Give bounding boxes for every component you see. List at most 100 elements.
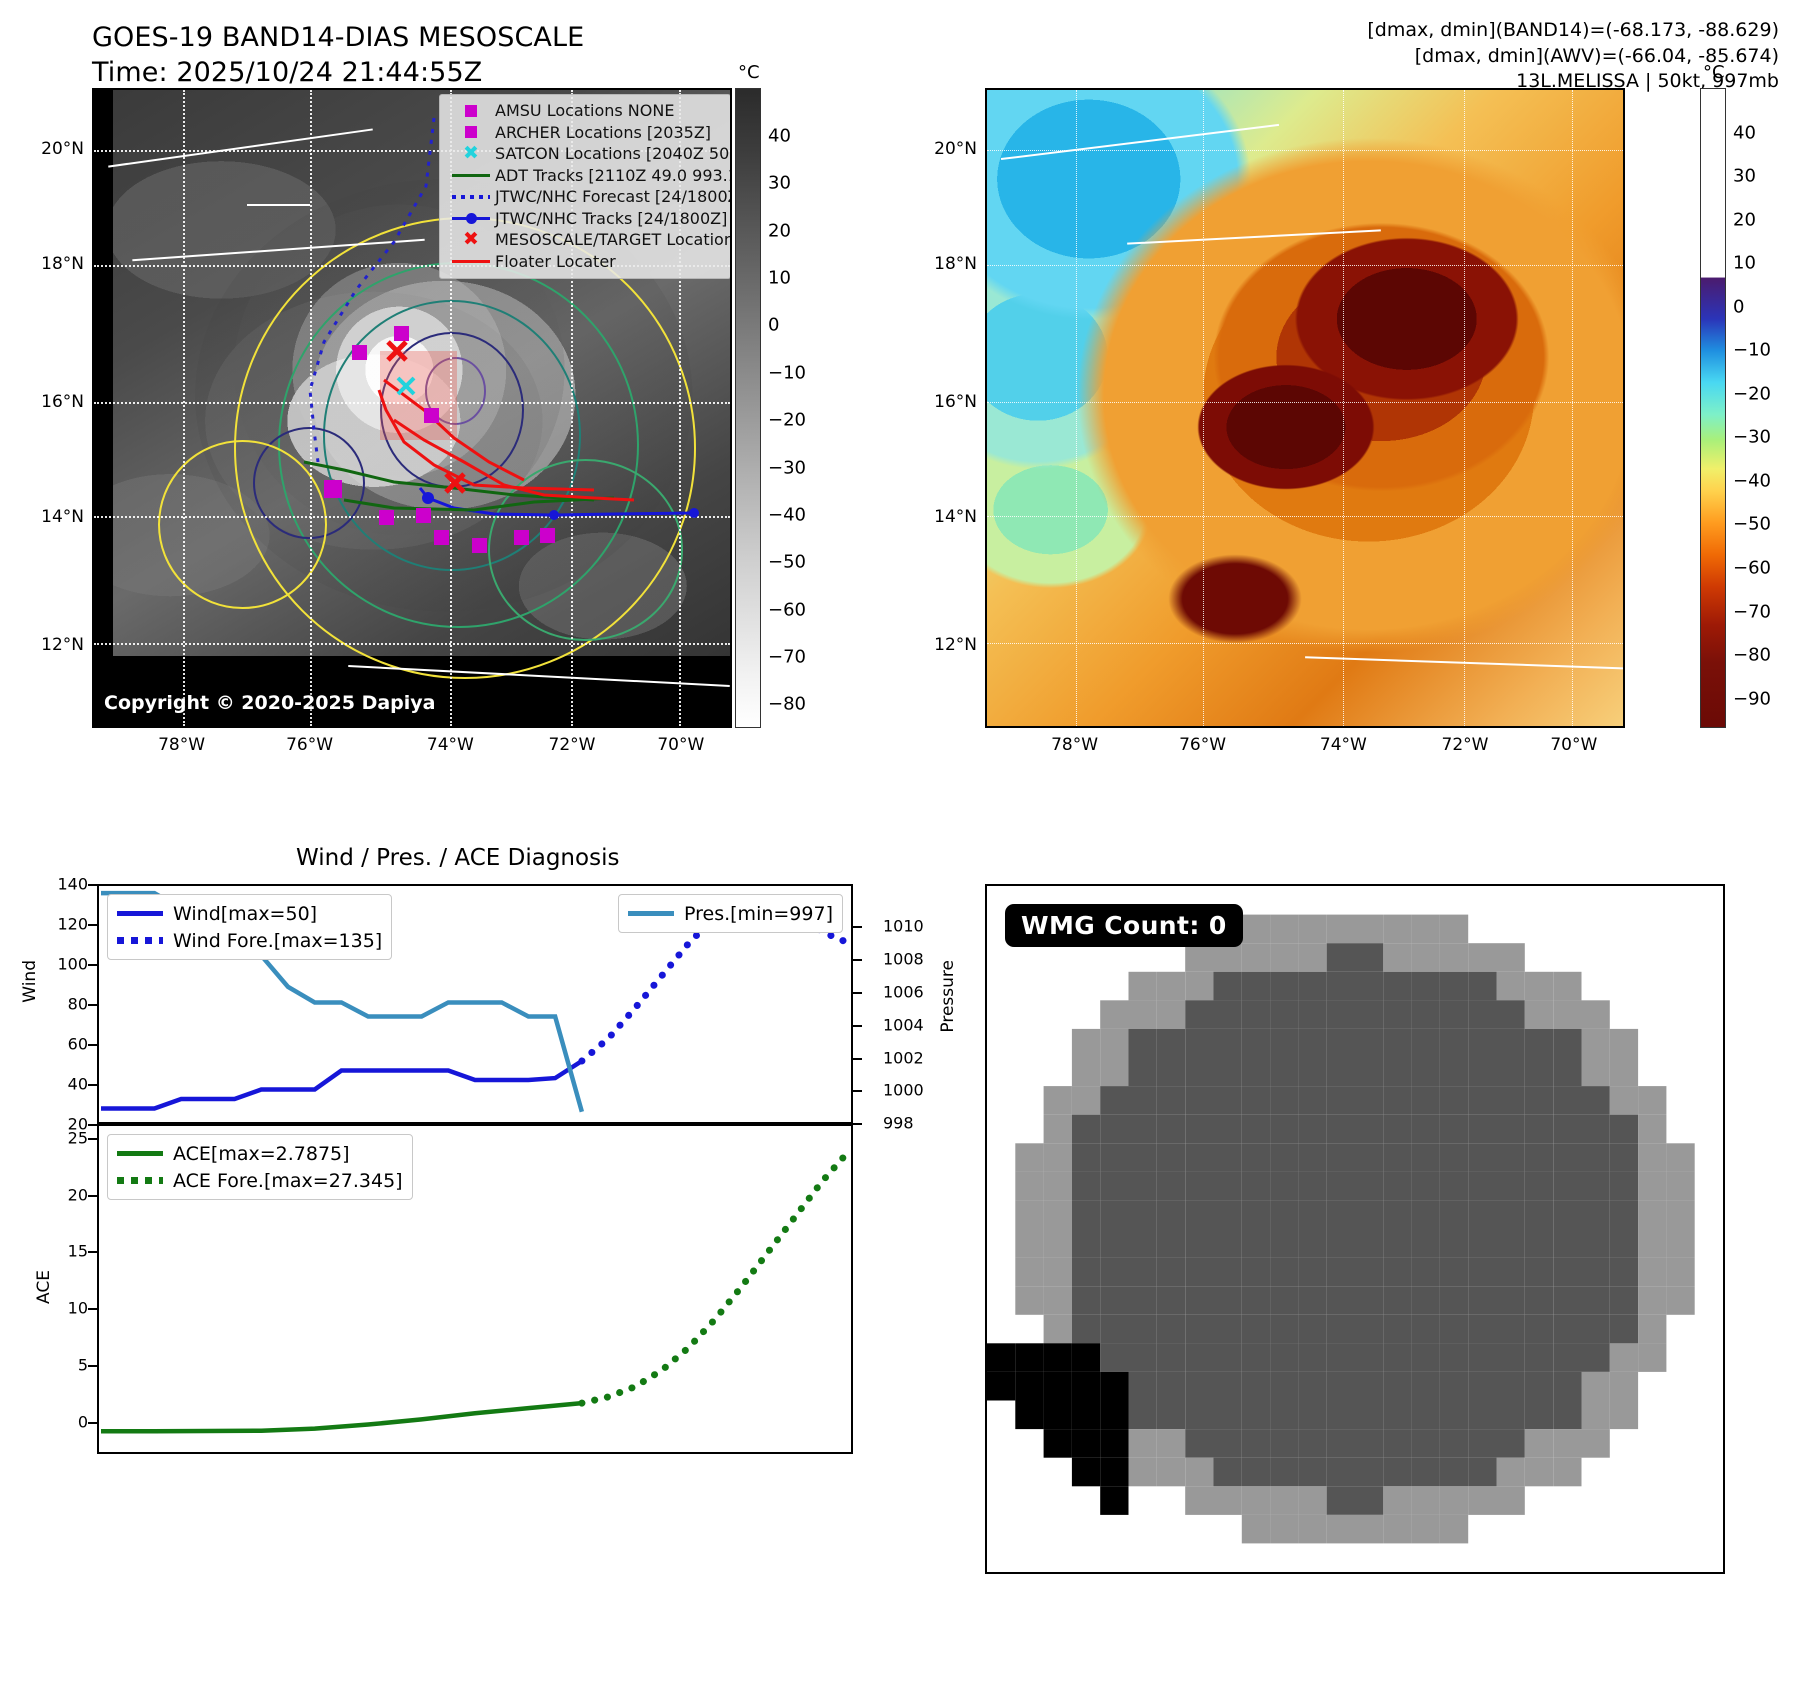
wmg-cell <box>1383 971 1412 1001</box>
wv-imagery <box>987 90 1623 726</box>
wmg-cell <box>1468 943 1497 972</box>
wmg-cell <box>1383 1257 1412 1287</box>
wmg-cell <box>1468 1429 1497 1458</box>
wmg-cell <box>1326 1000 1355 1029</box>
ir-cb-tick: −70 <box>768 646 806 668</box>
wmg-cell <box>1156 971 1186 1001</box>
wmg-cell <box>1524 1171 1554 1201</box>
wmg-cell <box>1524 1200 1554 1229</box>
legend-item-amsu: AMSU Locations NONE <box>447 100 723 122</box>
cross-x-icon: ✖ <box>463 228 479 251</box>
wv-lat-tick: 20°N <box>934 138 977 159</box>
wmg-cell <box>1439 914 1469 944</box>
wmg-cell <box>1609 1086 1639 1115</box>
wmg-raster <box>987 914 1695 1544</box>
wmg-cell <box>1666 1200 1695 1229</box>
wmg-cell <box>1468 1457 1497 1487</box>
wmg-cell <box>1411 914 1440 944</box>
wmg-cell <box>1383 1028 1412 1058</box>
wmg-cell <box>1411 1143 1440 1172</box>
wmg-cell <box>1326 1314 1355 1344</box>
wmg-cell <box>1383 1343 1412 1372</box>
wmg-cell <box>1581 1114 1610 1144</box>
wmg-cell <box>1609 1314 1639 1344</box>
wmg-cell <box>1298 1400 1327 1430</box>
wmg-panel[interactable]: WMG Count: 0 <box>985 884 1725 1574</box>
ir-nodata-edge <box>94 90 114 726</box>
wmg-cell <box>1609 1371 1639 1401</box>
wmg-cell <box>1439 1429 1469 1458</box>
wmg-cell <box>1213 1057 1242 1087</box>
wmg-cell <box>1524 1286 1554 1315</box>
wmg-cell <box>1185 1429 1214 1458</box>
wmg-cell <box>1439 1114 1469 1144</box>
wmg-cell <box>1355 1514 1384 1544</box>
wmg-cell <box>1128 1171 1157 1201</box>
wmg-cell <box>1326 914 1355 944</box>
ace-y-tick: 5 <box>77 1355 88 1375</box>
wmg-cell <box>1270 1257 1299 1287</box>
wmg-cell <box>1609 1114 1639 1144</box>
wmg-cell <box>1270 1114 1299 1144</box>
wmg-cell <box>1609 1257 1639 1287</box>
wmg-cell <box>1609 1171 1639 1201</box>
wmg-cell <box>1043 1114 1072 1144</box>
legend-item-pressure: Pres.[min=997] <box>628 900 833 927</box>
ir-lat-tick: 18°N <box>41 254 84 274</box>
solid-line-icon <box>447 173 495 177</box>
ace-chart[interactable]: ACE[max=2.7875] ACE Fore.[max=27.345] <box>97 1124 853 1454</box>
wmg-cell <box>1156 1400 1186 1430</box>
wmg-cell <box>1241 1457 1271 1487</box>
wmg-cell <box>1355 971 1384 1001</box>
wv-cb-tick: −90 <box>1733 688 1771 710</box>
wmg-cell <box>1553 1457 1582 1487</box>
wmg-cell <box>1496 1086 1525 1115</box>
wmg-cell <box>1581 1200 1610 1229</box>
wmg-cell <box>1581 1171 1610 1201</box>
wmg-cell <box>1213 1371 1242 1401</box>
wv-lon-tick: 78°W <box>1051 735 1099 755</box>
wv-gridline-lat-12 <box>987 643 1623 645</box>
wind-tick <box>88 1083 97 1086</box>
wv-cb-tick: −20 <box>1733 383 1771 405</box>
wmg-cell <box>1553 1000 1582 1029</box>
wmg-cell <box>1468 1171 1497 1201</box>
wmg-cell <box>987 1343 1016 1372</box>
wmg-cell <box>1270 914 1299 944</box>
wmg-cell <box>1185 1400 1214 1430</box>
ace-tick <box>88 1194 97 1197</box>
pressure-tick <box>853 991 862 994</box>
wmg-cell <box>1524 1028 1554 1058</box>
title-line-product: GOES-19 BAND14-DIAS MESOSCALE <box>92 22 585 53</box>
wv-enhanced-map[interactable] <box>985 88 1625 728</box>
ir-gridline-lat-14 <box>94 516 730 519</box>
wmg-cell <box>1524 1457 1554 1487</box>
wv-lon-axis: 78°W 76°W 74°W 72°W 70°W <box>985 735 1625 763</box>
legend-item-mesoscale-target: ✖ MESOSCALE/TARGET Location <box>447 228 730 251</box>
wv-cb-tick: −70 <box>1733 601 1771 623</box>
wmg-cell <box>1468 1400 1497 1430</box>
wmg-cell <box>1100 1171 1129 1201</box>
wmg-cell <box>1666 1171 1695 1201</box>
wmg-cell <box>1355 1314 1384 1344</box>
wmg-cell <box>1496 1343 1525 1372</box>
wmg-cell <box>1071 1457 1101 1487</box>
satcon-location-marker <box>396 376 416 396</box>
wmg-cell <box>1411 1429 1440 1458</box>
wmg-cell <box>1553 1086 1582 1115</box>
wmg-cell <box>1015 1286 1044 1315</box>
wind-pressure-chart[interactable]: Wind[max=50] Wind Fore.[max=135] Pres.[m… <box>97 884 853 1124</box>
wmg-cell <box>1553 1229 1582 1258</box>
wmg-cell <box>1524 1429 1554 1458</box>
wmg-cell <box>1185 1457 1214 1487</box>
ir-lon-tick: 78°W <box>158 735 206 755</box>
wmg-cell <box>1468 1114 1497 1144</box>
ir-mesoscale-map[interactable]: AMSU Locations NONE ARCHER Locations [20… <box>92 88 732 728</box>
wind-y-tick: 140 <box>57 874 88 894</box>
wmg-cell <box>1496 1371 1525 1401</box>
wv-gridline-lat-14 <box>987 516 1623 518</box>
wmg-cell <box>1213 1457 1242 1487</box>
wmg-cell <box>1553 1143 1582 1172</box>
wmg-cell <box>1298 1343 1327 1372</box>
wmg-cell <box>1071 1229 1101 1258</box>
